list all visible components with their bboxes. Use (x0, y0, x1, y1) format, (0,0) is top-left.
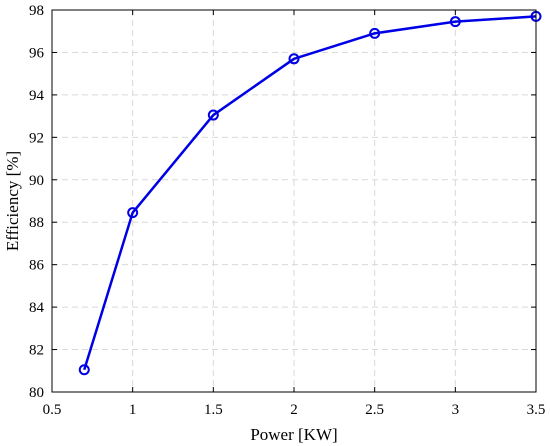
x-tick-label: 3 (452, 402, 460, 418)
y-tick-label: 96 (29, 45, 45, 61)
x-tick-label: 2 (290, 402, 298, 418)
data-point-marker (78, 364, 90, 376)
data-point-marker (449, 16, 461, 28)
y-tick-label: 82 (29, 343, 44, 359)
y-tick-label: 90 (29, 173, 44, 189)
data-point-marker (127, 207, 139, 219)
data-point-marker (288, 53, 300, 65)
x-tick-label: 1 (129, 402, 137, 418)
x-tick-label: 0.5 (43, 402, 62, 418)
axis-ticks (51, 9, 537, 393)
y-tick-label: 98 (29, 3, 44, 19)
y-tick-label: 80 (29, 385, 44, 401)
y-tick-label: 94 (29, 88, 45, 104)
y-axis-label: Efficiency [%] (3, 151, 22, 251)
x-tick-label: 3.5 (527, 402, 546, 418)
grid-lines (52, 10, 536, 392)
x-axis-label: Power [KW] (250, 425, 337, 444)
x-tick-label: 2.5 (365, 402, 384, 418)
y-tick-label: 84 (29, 300, 45, 316)
y-tick-labels: 80 82 84 86 88 90 92 94 96 98 (29, 3, 45, 401)
x-tick-label: 1.5 (204, 402, 223, 418)
y-tick-label: 88 (29, 215, 44, 231)
efficiency-line (83, 15, 537, 371)
y-tick-label: 92 (29, 130, 44, 146)
y-tick-label: 86 (29, 258, 45, 274)
data-point-marker (369, 27, 381, 39)
x-tick-labels: 0.5 1 1.5 2 2.5 3 3.5 (43, 402, 546, 418)
data-point-marker (207, 109, 219, 121)
